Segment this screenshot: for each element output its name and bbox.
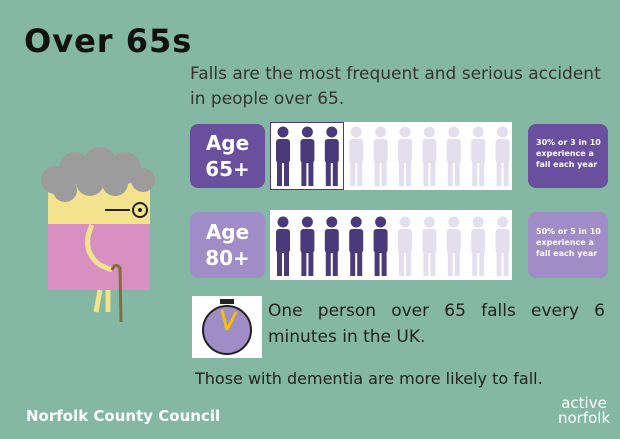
leg [277, 250, 282, 276]
leg [423, 250, 428, 276]
head [473, 217, 484, 228]
leg [326, 160, 331, 186]
torso [447, 139, 461, 163]
leg [472, 160, 477, 186]
head [302, 217, 313, 228]
fact: One person over 65 falls every 6 minutes… [268, 298, 605, 350]
torso [471, 229, 485, 253]
stopwatch-button [220, 299, 234, 304]
footnote: Those with dementia are more likely to f… [195, 369, 543, 388]
leg [382, 160, 387, 186]
leg [277, 160, 282, 186]
torso [325, 229, 339, 253]
leg [326, 250, 331, 276]
leg [375, 160, 380, 186]
torso [422, 139, 436, 163]
leg [357, 160, 362, 186]
torso [398, 139, 412, 163]
leg [375, 250, 380, 276]
leg [284, 250, 289, 276]
leg [399, 160, 404, 186]
head [400, 127, 411, 138]
leg [448, 250, 453, 276]
leg [497, 250, 502, 276]
leg [350, 160, 355, 186]
head [326, 217, 337, 228]
torso [276, 229, 290, 253]
leg [333, 160, 338, 186]
head [424, 217, 435, 228]
eye [138, 208, 142, 212]
leg [448, 160, 453, 186]
council-logo: Norfolk County Council [26, 407, 220, 425]
head [497, 127, 508, 138]
torso [349, 139, 363, 163]
head [351, 127, 362, 138]
torso [325, 139, 339, 163]
head [473, 127, 484, 138]
torso [496, 229, 510, 253]
leg [308, 250, 313, 276]
age-label: Age 80+ [190, 219, 265, 271]
leg [382, 250, 387, 276]
torso [471, 139, 485, 163]
head [497, 217, 508, 228]
head [424, 127, 435, 138]
note: 50% or 5 in 10 experience a fall each ye… [536, 226, 604, 259]
leg [284, 160, 289, 186]
leg [301, 160, 306, 186]
age-label: Age 65+ [190, 130, 265, 182]
head [326, 127, 337, 138]
legs [96, 290, 108, 312]
leg [406, 160, 411, 186]
leg [479, 160, 484, 186]
leg [430, 160, 435, 186]
leg [350, 250, 355, 276]
leg [497, 160, 502, 186]
partner-logo: active norfolk [558, 396, 610, 426]
head [351, 217, 362, 228]
leg [504, 160, 509, 186]
head [375, 217, 386, 228]
leg [399, 250, 404, 276]
leg [430, 250, 435, 276]
leg [479, 250, 484, 276]
leg [406, 250, 411, 276]
head [302, 127, 313, 138]
leg [455, 250, 460, 276]
leg [333, 250, 338, 276]
torso [349, 229, 363, 253]
leg [472, 250, 477, 276]
torso [374, 229, 388, 253]
head [278, 217, 289, 228]
leg [504, 250, 509, 276]
title: Over 65s [24, 22, 192, 60]
torso [300, 229, 314, 253]
leg [423, 160, 428, 186]
head [278, 127, 289, 138]
note: 30% or 3 in 10 experience a fall each ye… [536, 137, 604, 170]
torso [422, 229, 436, 253]
head [448, 127, 459, 138]
leg [357, 250, 362, 276]
torso [374, 139, 388, 163]
intro: Falls are the most frequent and serious … [190, 62, 610, 112]
leg [301, 250, 306, 276]
torso [447, 229, 461, 253]
head [448, 217, 459, 228]
torso [496, 139, 510, 163]
infographic: Over 65s Falls are the most frequent and… [0, 0, 620, 439]
head [375, 127, 386, 138]
leg [455, 160, 460, 186]
torso [398, 229, 412, 253]
head [400, 217, 411, 228]
leg [308, 160, 313, 186]
torso [276, 139, 290, 163]
torso [300, 139, 314, 163]
